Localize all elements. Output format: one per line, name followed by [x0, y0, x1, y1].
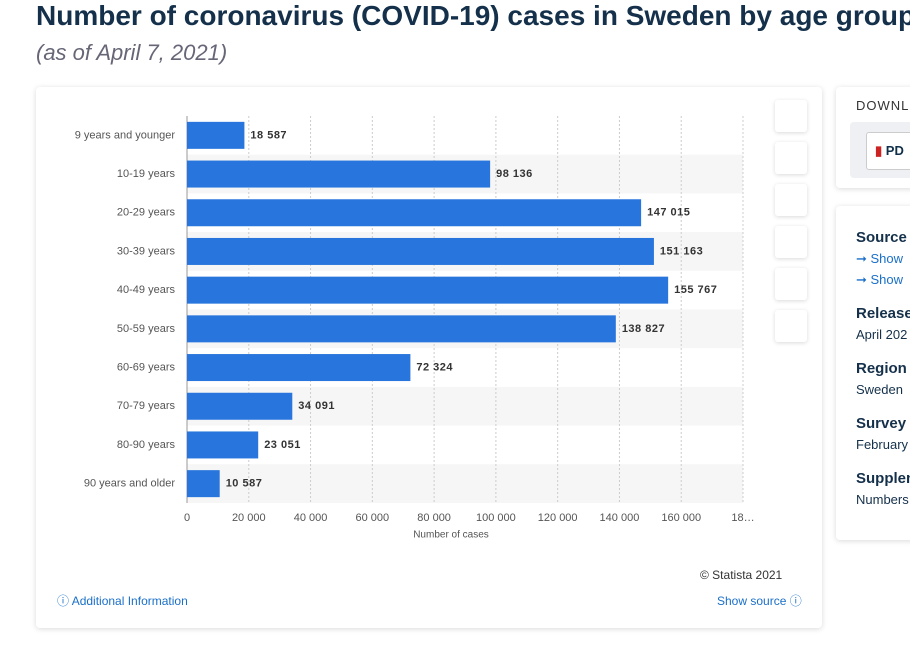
- y-tick-label: 20-29 years: [117, 207, 176, 219]
- x-tick-label: 18…: [731, 512, 754, 524]
- settings-button[interactable]: [775, 184, 807, 216]
- sidebar-value: April 202: [856, 327, 908, 342]
- x-tick-label: 60 000: [356, 512, 390, 524]
- value-label vl: 72 324: [416, 361, 453, 373]
- sidebar-value: February: [856, 437, 909, 452]
- bar: [187, 237, 654, 265]
- bar: [187, 276, 669, 304]
- alert-button[interactable]: [775, 142, 807, 174]
- sidebar-value: Sweden: [856, 382, 903, 397]
- show-source-link[interactable]: Show source ⓘ: [717, 594, 802, 608]
- x-tick-label: 80 000: [417, 512, 451, 524]
- y-tick-label: 40-49 years: [117, 284, 176, 296]
- bar: [187, 315, 616, 343]
- show-source-text: Show source: [717, 594, 787, 608]
- pdf-button[interactable]: ▮ PD: [866, 132, 910, 170]
- value-label vl: 151 163: [660, 245, 703, 257]
- y-tick-label: 9 years and younger: [75, 129, 176, 141]
- value-label vl: 23 051: [264, 439, 301, 451]
- value-label vl: 34 091: [298, 400, 335, 412]
- value-label vl: 10 587: [226, 478, 263, 490]
- y-tick-label: 50-59 years: [117, 323, 176, 335]
- x-tick-label: 20 000: [232, 512, 266, 524]
- y-tick-label: 80-90 years: [117, 439, 176, 451]
- bar: [187, 160, 491, 188]
- value-label vl: 147 015: [647, 207, 690, 219]
- additional-info-text: Additional Information: [71, 594, 188, 608]
- sidebar-link[interactable]: ➞ Show: [856, 272, 904, 287]
- share-button[interactable]: [775, 226, 807, 258]
- row-band: [187, 464, 743, 503]
- value-label vl: 98 136: [496, 168, 533, 180]
- bar: [187, 392, 293, 420]
- sidebar-label: Survey: [856, 415, 907, 432]
- additional-info-link[interactable]: ⓘ Additional Information: [57, 594, 188, 608]
- x-tick-label: 40 000: [294, 512, 328, 524]
- y-tick-label: 10-19 years: [117, 168, 176, 180]
- sidebar-link[interactable]: ➞ Show: [856, 251, 904, 266]
- copyright: © Statista 2021: [700, 568, 783, 582]
- y-tick-label: 70-79 years: [117, 400, 176, 412]
- x-tick-label: 120 000: [538, 512, 578, 524]
- sidebar-label: Release: [856, 305, 910, 322]
- sidebar-label: Supplen: [856, 470, 910, 487]
- value-label vl: 18 587: [250, 129, 287, 141]
- favorite-button[interactable]: [775, 100, 807, 132]
- sidebar-item: Survey February: [856, 415, 908, 452]
- bar: [187, 199, 642, 227]
- print-button[interactable]: [775, 310, 807, 342]
- x-tick-label: 140 000: [600, 512, 640, 524]
- x-tick-label: 0: [184, 512, 190, 524]
- sidebar-item: Region Sweden: [856, 360, 907, 397]
- sidebar-item: Source ➞ Show ➞ Show: [856, 229, 907, 288]
- info-card: [836, 206, 910, 540]
- sidebar-item: Supplen Numbers: [856, 470, 910, 507]
- y-tick-label: 60-69 years: [117, 361, 176, 373]
- cite-button[interactable]: [775, 268, 807, 300]
- value-label vl: 138 827: [622, 323, 665, 335]
- sidebar-label: Source: [856, 229, 907, 246]
- bar: [187, 431, 259, 459]
- page-subtitle: (as of April 7, 2021): [36, 40, 228, 65]
- value-label vl: 155 767: [674, 284, 717, 296]
- sidebar-value: Numbers: [856, 492, 909, 507]
- bar: [187, 121, 245, 149]
- sidebar-label: Region: [856, 360, 907, 377]
- pdf-label: PD: [885, 143, 904, 158]
- x-axis-label: Number of cases: [413, 530, 489, 541]
- bar: [187, 470, 220, 498]
- y-tick-label: 90 years and older: [84, 478, 175, 490]
- page-title: Number of coronavirus (COVID-19) cases i…: [36, 0, 910, 31]
- y-tick-label: 30-39 years: [117, 245, 176, 257]
- sidebar-item: Release April 202: [856, 305, 910, 342]
- chart: 0 20 000 40 000 60 000 80 000 100 000 120 000 1…: [75, 116, 755, 541]
- x-tick-label: 100 000: [476, 512, 516, 524]
- x-tick-label: 160 000: [661, 512, 701, 524]
- download-heading: DOWNL: [856, 98, 910, 113]
- bar: [187, 354, 411, 382]
